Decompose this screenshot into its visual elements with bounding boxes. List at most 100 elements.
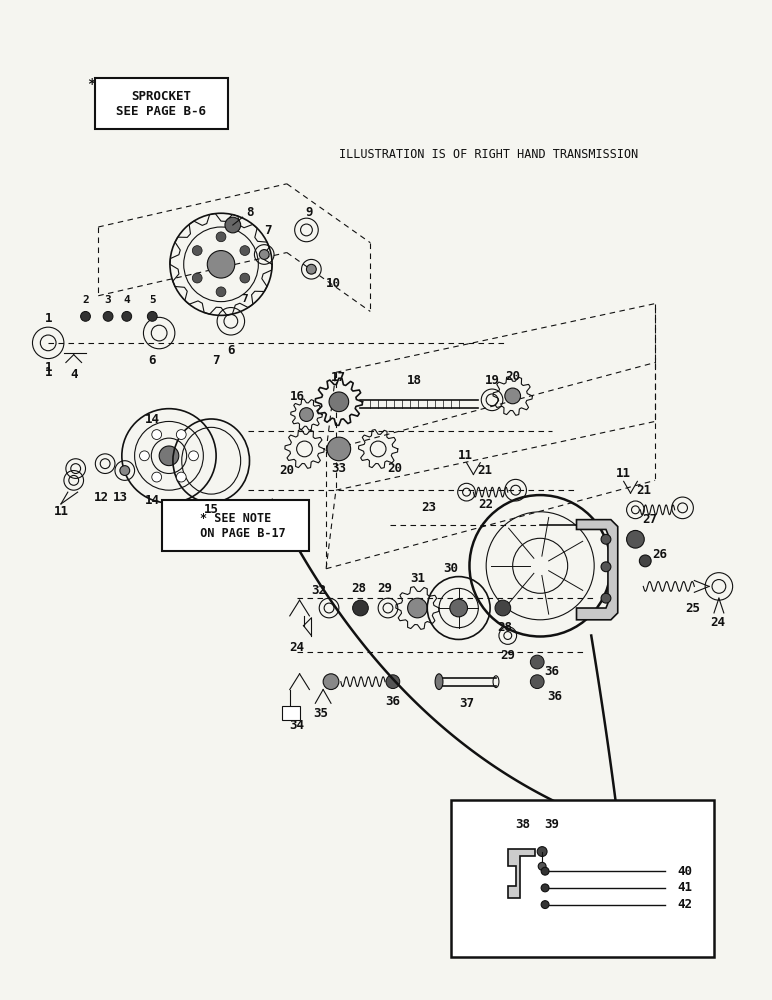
Text: ILLUSTRATION IS OF RIGHT HAND TRANSMISSION: ILLUSTRATION IS OF RIGHT HAND TRANSMISSI… [338, 148, 638, 161]
Text: 19: 19 [485, 374, 499, 387]
Text: 18: 18 [407, 374, 422, 387]
Text: 22: 22 [479, 498, 493, 511]
Text: 9: 9 [306, 206, 313, 219]
Circle shape [192, 273, 202, 283]
Text: 4: 4 [70, 368, 77, 381]
Circle shape [530, 675, 544, 689]
Text: SPROCKET
SEE PAGE B-6: SPROCKET SEE PAGE B-6 [116, 90, 206, 118]
Text: 4: 4 [124, 295, 130, 305]
Polygon shape [508, 849, 535, 898]
Text: 38: 38 [515, 818, 530, 831]
Text: 1: 1 [45, 361, 52, 374]
Text: 14: 14 [145, 493, 160, 506]
Circle shape [207, 251, 235, 278]
Text: 2: 2 [82, 295, 89, 305]
Text: 24: 24 [290, 641, 304, 654]
Text: 11: 11 [616, 467, 631, 480]
Circle shape [120, 466, 130, 475]
Circle shape [541, 901, 549, 909]
Circle shape [323, 674, 339, 690]
Circle shape [188, 451, 198, 461]
Text: 12: 12 [93, 491, 109, 504]
Text: 11: 11 [53, 505, 69, 518]
Circle shape [327, 437, 350, 461]
Circle shape [306, 264, 317, 274]
Circle shape [216, 232, 226, 242]
Text: 29: 29 [500, 649, 515, 662]
Circle shape [152, 472, 161, 482]
Circle shape [140, 451, 149, 461]
Circle shape [601, 593, 611, 603]
Bar [451, 800, 714, 957]
Text: 24: 24 [710, 616, 726, 629]
Circle shape [541, 884, 549, 892]
Circle shape [192, 246, 202, 255]
Circle shape [147, 311, 157, 321]
Text: *: * [87, 77, 96, 91]
Text: 11: 11 [458, 449, 473, 462]
Text: 42: 42 [677, 898, 692, 911]
Circle shape [530, 655, 544, 669]
Circle shape [259, 250, 269, 259]
Circle shape [408, 598, 427, 618]
Bar [282, 706, 300, 720]
Text: 27: 27 [642, 513, 658, 526]
Text: 41: 41 [677, 881, 692, 894]
Circle shape [329, 392, 349, 412]
Text: 14: 14 [145, 413, 160, 426]
Circle shape [538, 862, 546, 870]
Circle shape [601, 534, 611, 544]
Circle shape [639, 555, 651, 567]
Circle shape [601, 562, 611, 572]
Circle shape [386, 675, 400, 689]
Text: 10: 10 [326, 277, 340, 290]
Text: * SEE NOTE
  ON PAGE B-17: * SEE NOTE ON PAGE B-17 [186, 512, 286, 540]
Text: 36: 36 [385, 695, 401, 708]
Ellipse shape [435, 674, 443, 690]
Circle shape [122, 311, 132, 321]
Circle shape [103, 311, 113, 321]
Text: 20: 20 [279, 464, 294, 477]
Circle shape [240, 273, 250, 283]
Text: 33: 33 [331, 462, 347, 475]
Text: 7: 7 [241, 294, 248, 304]
Text: 34: 34 [290, 719, 304, 732]
Circle shape [450, 599, 468, 617]
Text: 32: 32 [312, 584, 327, 597]
Text: 1: 1 [45, 312, 52, 325]
Text: 1: 1 [45, 366, 52, 379]
Text: 36: 36 [544, 665, 560, 678]
Text: 40: 40 [677, 865, 692, 878]
Text: 28: 28 [351, 582, 366, 595]
Text: 6: 6 [148, 354, 156, 367]
Text: 7: 7 [264, 224, 272, 237]
Text: 21: 21 [636, 484, 651, 497]
Circle shape [537, 847, 547, 856]
Text: 13: 13 [113, 491, 128, 504]
Circle shape [159, 446, 179, 466]
Circle shape [627, 530, 645, 548]
Text: 20: 20 [388, 462, 402, 475]
Circle shape [353, 600, 368, 616]
Text: 20: 20 [505, 370, 520, 383]
Text: 37: 37 [459, 697, 474, 710]
Text: 26: 26 [652, 548, 668, 561]
Text: 23: 23 [422, 501, 437, 514]
Text: 31: 31 [410, 572, 425, 585]
Text: 29: 29 [378, 582, 392, 595]
Text: 36: 36 [547, 690, 563, 703]
Bar [162, 500, 310, 551]
Text: 17: 17 [331, 371, 347, 384]
Circle shape [176, 430, 186, 439]
Text: 30: 30 [443, 562, 459, 575]
Circle shape [240, 246, 250, 255]
Circle shape [300, 408, 313, 421]
Text: 21: 21 [478, 464, 493, 477]
Text: 8: 8 [247, 206, 254, 219]
Bar [95, 78, 228, 129]
Text: 39: 39 [544, 818, 560, 831]
Text: 3: 3 [105, 295, 111, 305]
Text: 5: 5 [149, 295, 156, 305]
Circle shape [152, 430, 161, 439]
Text: 6: 6 [227, 344, 235, 357]
